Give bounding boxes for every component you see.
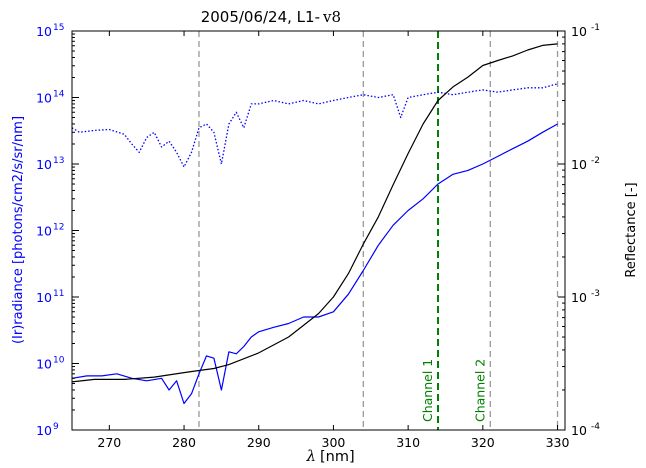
left-tick-exponent: 10 <box>53 356 65 366</box>
channel-label-2: Channel 1 <box>420 359 435 422</box>
left-tick-label: 10 <box>36 423 52 438</box>
chart-title: 2005/06/24, L1- <box>201 8 320 26</box>
channel-label-3: Channel 2 <box>472 359 487 422</box>
x-tick-label: 290 <box>247 435 271 450</box>
left-tick-label: 10 <box>36 357 52 372</box>
right-tick-label: 10 <box>571 24 587 39</box>
x-tick-label: 330 <box>546 435 570 450</box>
x-tick-label: 320 <box>471 435 495 450</box>
x-tick-label: 310 <box>396 435 420 450</box>
x-axis-label-symbol: λ <box>305 447 316 465</box>
left-tick-label: 10 <box>36 157 52 172</box>
left-tick-exponent: 14 <box>53 90 65 100</box>
x-tick-label: 300 <box>322 435 346 450</box>
chart-title-version: v8 <box>322 8 341 26</box>
left-axis-label: (Ir)radiance [photons/cm2/s/sr/nm] <box>11 116 26 344</box>
x-tick-label: 270 <box>97 435 121 450</box>
left-tick-exponent: 15 <box>53 23 64 33</box>
left-tick-exponent: 13 <box>53 156 64 166</box>
right-tick-label: 10 <box>571 423 587 438</box>
left-tick-label: 10 <box>36 290 52 305</box>
left-tick-label: 10 <box>36 24 52 39</box>
right-tick-exponent: -4 <box>591 422 600 432</box>
right-tick-exponent: -2 <box>591 156 600 166</box>
left-tick-label: 10 <box>36 91 52 106</box>
left-tick-exponent: 12 <box>53 223 64 233</box>
right-tick-exponent: -3 <box>591 289 600 299</box>
right-tick-label: 10 <box>571 157 587 172</box>
x-tick-label: 280 <box>172 435 196 450</box>
left-tick-exponent: 11 <box>53 289 64 299</box>
x-axis-label-unit: [nm] <box>320 449 355 465</box>
right-tick-exponent: -1 <box>591 23 600 33</box>
left-tick-exponent: 9 <box>53 422 59 432</box>
right-axis-label: Reflectance [-] <box>624 182 639 277</box>
left-tick-label: 10 <box>36 224 52 239</box>
right-tick-label: 10 <box>571 290 587 305</box>
